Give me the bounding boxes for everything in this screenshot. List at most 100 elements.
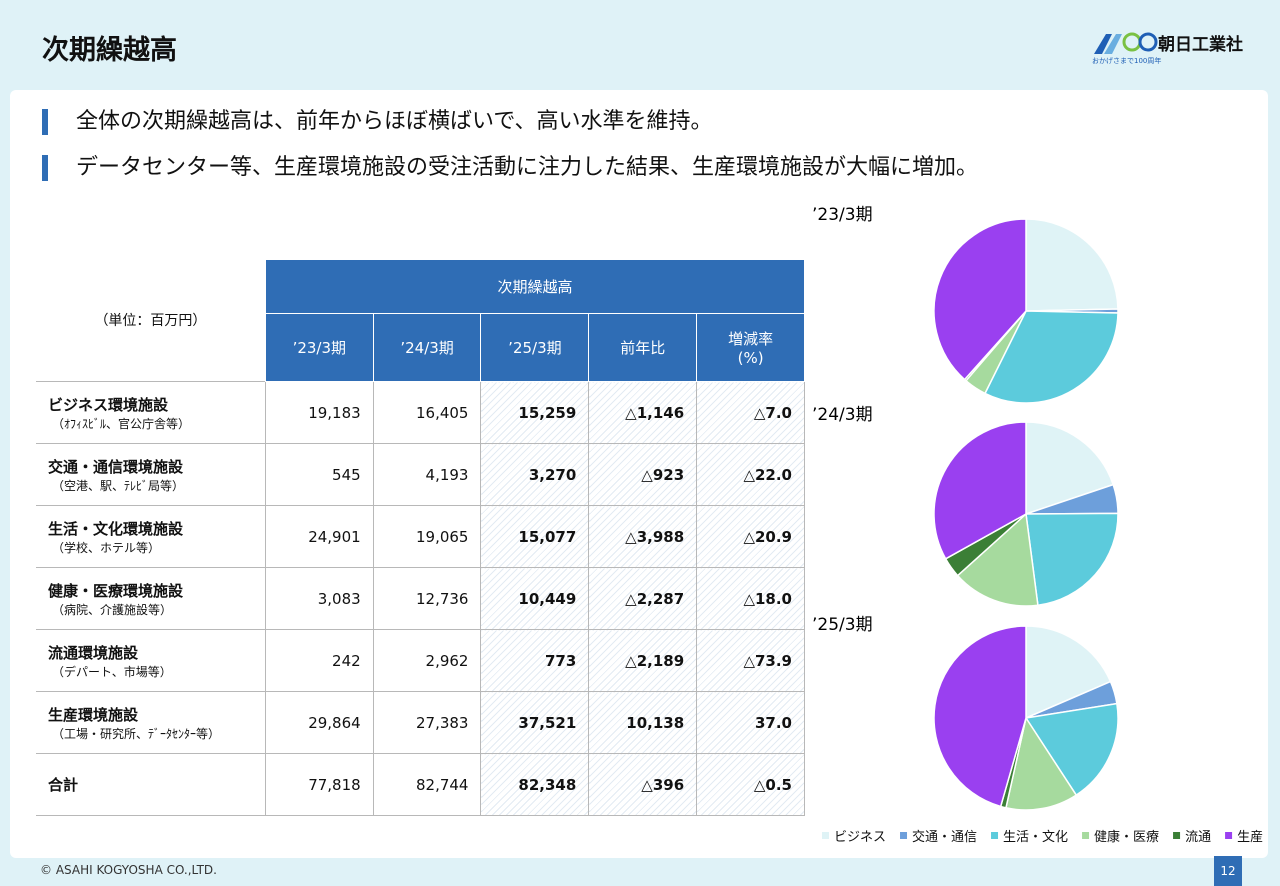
cell: 3,270 <box>480 443 590 506</box>
cell: △0.5 <box>696 753 805 816</box>
row-note: （空港、駅、ﾃﾚﾋﾞ局等） <box>52 478 185 493</box>
row-label: 交通・通信環境施設 （空港、駅、ﾃﾚﾋﾞ局等） <box>36 443 266 506</box>
bullet: 全体の次期繰越高は、前年からほぼ横ばいで、高い水準を維持。 <box>42 109 712 135</box>
pie-label: ’25/3期 <box>812 615 873 635</box>
cell: 2,962 <box>372 629 482 692</box>
cell: 19,065 <box>372 505 482 568</box>
unit: （単位：百万円） <box>94 313 207 330</box>
cell: △396 <box>588 753 698 816</box>
row-note: （病院、介護施設等） <box>52 602 173 617</box>
table-row: ビジネス環境施設 （ｵﾌｨｽﾋﾞﾙ、官公庁舎等） 19,183 16,405 15,25… <box>36 381 805 444</box>
column-header: ’23/3期 <box>264 313 374 382</box>
pie-slice <box>933 625 1027 808</box>
legend-label: 生産 <box>1237 829 1263 845</box>
row-label: 健康・医療環境施設 （病院、介護施設等） <box>36 567 266 630</box>
pie-slice <box>933 218 1027 381</box>
column-header: 前年比 <box>588 313 698 382</box>
row-name: 交通・通信環境施設 <box>48 457 184 476</box>
row-name: 健康・医療環境施設 <box>48 581 184 600</box>
pie-label: ’24/3期 <box>812 405 873 425</box>
cell: 12,736 <box>372 567 482 630</box>
cell: 15,259 <box>480 381 590 444</box>
pie-slice <box>1025 512 1119 607</box>
cell: 82,348 <box>480 753 590 816</box>
row-label: 生活・文化環境施設 （学校、ホテル等） <box>36 505 266 568</box>
cell: 10,449 <box>480 567 590 630</box>
cell: 37.0 <box>696 691 805 754</box>
row-note: （ｵﾌｨｽﾋﾞﾙ、官公庁舎等） <box>52 416 191 431</box>
row-note: （学校、ホテル等） <box>52 540 161 555</box>
row-name: 生活・文化環境施設 <box>48 519 184 538</box>
column-header: ’24/3期 <box>372 313 482 382</box>
logo: 朝日工業社 おかげさまで100周年 <box>1092 32 1243 65</box>
cell: 16,405 <box>372 381 482 444</box>
cell: 82,744 <box>372 753 482 816</box>
cell: △2,189 <box>588 629 698 692</box>
row-name: 生産環境施設 <box>48 705 139 724</box>
cell: 77,818 <box>264 753 374 816</box>
cell: 4,193 <box>372 443 482 506</box>
cell: 242 <box>264 629 374 692</box>
cell: 545 <box>264 443 374 506</box>
cell: 773 <box>480 629 590 692</box>
cell: △20.9 <box>696 505 805 568</box>
legend-swatch <box>822 832 829 839</box>
pie-slice <box>1025 218 1119 312</box>
row-name: 流通環境施設 <box>48 643 139 662</box>
table-row: 交通・通信環境施設 （空港、駅、ﾃﾚﾋﾞ局等） 545 4,193 3,270 △923 △… <box>36 443 805 506</box>
cell: △7.0 <box>696 381 805 444</box>
cell: △22.0 <box>696 443 805 506</box>
table-row: 生活・文化環境施設 （学校、ホテル等） 24,901 19,065 15,077 △3,9… <box>36 505 805 568</box>
row-note: （デパート、市場等） <box>52 664 172 679</box>
page-number: 12 <box>1214 856 1242 886</box>
slide-title: 次期繰越高 <box>42 35 177 66</box>
legend-swatch <box>900 832 908 839</box>
cell: 37,521 <box>480 691 590 754</box>
tagline: おかげさまで100周年 <box>1092 56 1161 65</box>
header-row: ’23/3期 ’24/3期 ’25/3期 前年比 増減率 (%) <box>36 313 805 382</box>
legend-swatch <box>1225 832 1233 839</box>
header-row: （単位：百万円） 次期繰越高 <box>36 259 806 329</box>
legend-label: 流通 <box>1185 830 1211 845</box>
pie-slice <box>956 512 1039 607</box>
cell: 15,077 <box>480 505 590 568</box>
column-header: 増減率 (%) <box>696 313 805 382</box>
table-row: 健康・医療環境施設 （病院、介護施設等） 3,083 12,736 10,449 △2,2… <box>36 567 805 630</box>
cell: △73.9 <box>696 629 805 692</box>
legend-label: ビジネス <box>834 830 886 845</box>
table-row: 流通環境施設 （デパート、市場等） 242 2,962 773 △2,189 △73.9 <box>36 629 805 692</box>
row-label: 流通環境施設 （デパート、市場等） <box>36 629 266 692</box>
table: （単位：百万円） 次期繰越高 ’23/3期 ’24/3期 ’25/3期 前年比 増減率 (%… <box>36 259 806 816</box>
pie-slice <box>1024 702 1119 797</box>
legend-label: 健康・医療 <box>1094 829 1159 845</box>
legend-swatch <box>991 832 999 839</box>
legend-label: 交通・通信 <box>912 829 977 845</box>
table-row: 生産環境施設 （工場・研究所、ﾃﾞｰﾀｾﾝﾀｰ等） 29,864 27,383 37,5… <box>36 691 805 754</box>
cell: △18.0 <box>696 567 805 630</box>
cell: △923 <box>588 443 698 506</box>
pie-slice <box>983 310 1119 404</box>
cell: △2,287 <box>588 567 698 630</box>
row-note: （工場・研究所、ﾃﾞｰﾀｾﾝﾀｰ等） <box>52 726 221 741</box>
pie-slice <box>1025 421 1115 516</box>
row-label: 合計 <box>36 753 266 816</box>
group-header: 次期繰越高 <box>264 259 806 314</box>
legend-label: 生活・文化 <box>1003 830 1068 845</box>
cell: △3,988 <box>588 505 698 568</box>
legend-swatch <box>1082 832 1090 839</box>
row-label: ビジネス環境施設 （ｵﾌｨｽﾋﾞﾙ、官公庁舎等） <box>36 381 266 444</box>
cell: 24,901 <box>264 505 374 568</box>
bullet: データセンター等、生産環境施設の受注活動に注力した結果、生産環境施設が大幅に増加… <box>42 155 978 181</box>
cell: 3,083 <box>264 567 374 630</box>
row-name: ビジネス環境施設 <box>48 395 169 414</box>
copyright: © ASAHI KOGYOSHA CO.,LTD. <box>40 863 217 877</box>
cell: 27,383 <box>372 691 482 754</box>
pie-label: ’23/3期 <box>812 205 873 225</box>
pie-slice <box>1025 625 1112 720</box>
legend-swatch <box>1173 832 1181 839</box>
column-header: ’25/3期 <box>480 313 590 382</box>
pie-slice <box>933 421 1027 560</box>
cell: 29,864 <box>264 691 374 754</box>
row-name: 合計 <box>48 776 79 794</box>
